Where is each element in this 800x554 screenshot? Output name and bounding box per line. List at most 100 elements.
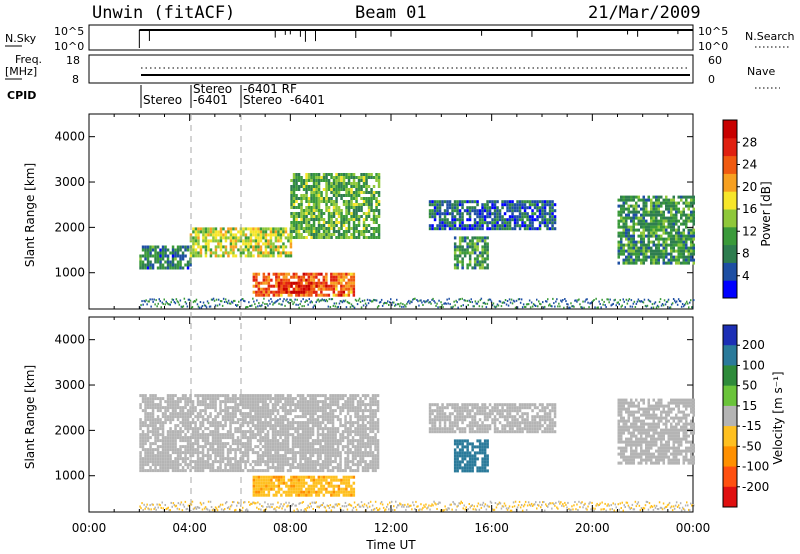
scatter-cell: [538, 300, 540, 303]
echo-cell: [291, 439, 295, 443]
scatter-cell: [174, 302, 177, 305]
echo-cell: [340, 278, 343, 282]
echo-cell: [291, 403, 295, 407]
echo-cell: [179, 463, 182, 467]
echo-cell: [192, 227, 195, 231]
scatter-cell: [233, 299, 235, 302]
echo-cell: [241, 445, 245, 449]
freq-unit: [MHz]: [5, 65, 37, 78]
echo-cell: [282, 275, 286, 279]
scatter-cell: [623, 504, 625, 507]
echo-cell: [640, 237, 643, 241]
echo-cell: [337, 212, 341, 215]
echo-cell: [645, 228, 648, 232]
echo-cell: [196, 433, 200, 437]
scatter-cell: [412, 298, 414, 301]
echo-cell: [518, 209, 522, 213]
echo-cell: [632, 225, 635, 229]
scatter-cell: [164, 504, 166, 506]
echo-cell: [151, 266, 155, 270]
echo-cell: [282, 281, 286, 285]
echo-cell: [201, 445, 205, 449]
echo-cell: [625, 225, 628, 229]
echo-cell: [315, 281, 318, 285]
echo-cell: [538, 227, 542, 231]
scatter-cell: [570, 508, 572, 511]
scatter-cell: [175, 298, 178, 301]
echo-cell: [620, 240, 623, 244]
echo-cell: [236, 409, 240, 413]
scatter-cell: [276, 300, 278, 303]
echo-cell: [372, 233, 376, 236]
scatter-cell: [237, 304, 239, 307]
echo-cell: [446, 206, 449, 210]
scatter-cell: [604, 304, 606, 307]
echo-cell: [546, 221, 549, 225]
echo-cell: [446, 218, 449, 222]
echo-cell: [337, 281, 341, 285]
echo-cell: [279, 466, 282, 470]
scatter-cell: [147, 300, 149, 303]
echo-cell: [264, 418, 267, 422]
echo-cell: [538, 200, 542, 204]
scatter-cell: [149, 504, 151, 507]
echo-cell: [269, 424, 272, 428]
echo-cell: [670, 246, 673, 250]
scatter-cell: [576, 300, 578, 303]
scatter-cell: [450, 306, 452, 309]
echo-cell: [244, 397, 247, 401]
echo-cell: [194, 415, 197, 419]
echo-cell: [456, 245, 459, 249]
echo-cell: [340, 293, 343, 297]
echo-cell: [191, 445, 195, 449]
echo-cell: [276, 439, 280, 443]
echo-cell: [662, 231, 665, 235]
echo-cell: [476, 212, 479, 216]
scatter-cell: [529, 306, 532, 309]
echo-cell: [486, 251, 489, 255]
echo-cell: [234, 236, 238, 240]
echo-cell: [297, 284, 301, 288]
echo-cell: [171, 415, 175, 419]
echo-cell: [458, 227, 462, 231]
echo-cell: [159, 251, 162, 255]
scatter-cell: [219, 503, 222, 506]
echo-cell: [164, 445, 167, 449]
echo-cell: [650, 261, 653, 265]
echo-cell: [667, 207, 670, 211]
echo-cell: [501, 200, 504, 204]
echo-cell: [627, 261, 630, 265]
echo-cell: [295, 179, 298, 182]
echo-cell: [144, 448, 147, 452]
echo-cell: [531, 224, 534, 228]
echo-cell: [252, 278, 256, 282]
echo-cell: [350, 206, 353, 209]
echo-cell: [254, 436, 257, 440]
echo-cell: [377, 194, 381, 197]
echo-cell: [655, 225, 658, 229]
scatter-cell: [387, 300, 389, 303]
echo-cell: [375, 179, 378, 182]
echo-cell: [682, 231, 685, 235]
beam-title: Beam 01: [355, 3, 427, 23]
echo-cell: [201, 409, 205, 413]
echo-cell: [478, 251, 482, 255]
echo-cell: [296, 415, 300, 419]
echo-cell: [291, 421, 295, 425]
echo-cell: [536, 209, 539, 213]
scatter-cell: [525, 303, 528, 306]
scatter-cell: [487, 505, 490, 508]
echo-cell: [271, 433, 275, 437]
scatter-cell: [693, 299, 695, 302]
echo-cell: [488, 221, 492, 225]
nsky-tick-bottom: 10^0: [54, 40, 84, 53]
echo-cell: [312, 194, 316, 197]
echo-cell: [181, 421, 185, 425]
echo-cell: [166, 260, 170, 264]
echo-cell: [446, 221, 449, 225]
echo-cell: [355, 200, 358, 203]
echo-cell: [284, 415, 287, 419]
nave-tick-bottom: 0: [708, 73, 715, 86]
echo-cell: [265, 275, 268, 279]
echo-cell: [675, 216, 678, 220]
